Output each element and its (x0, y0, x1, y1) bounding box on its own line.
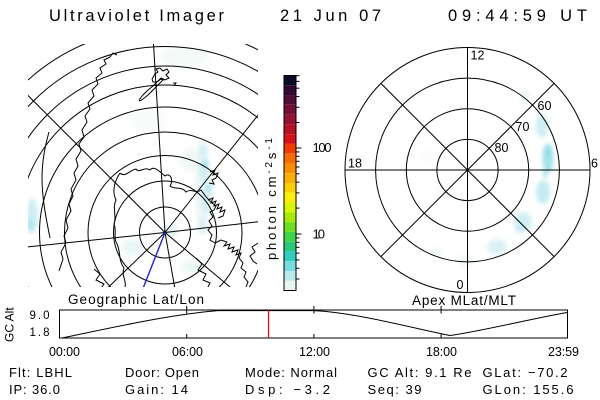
svg-text:6: 6 (591, 157, 598, 171)
svg-text:GC Alt: 9.1 Re: GC Alt: 9.1 Re (368, 365, 472, 380)
svg-text:Dsp: −3.2: Dsp: −3.2 (245, 382, 330, 397)
svg-text:23:59: 23:59 (548, 345, 579, 359)
svg-text:Geographic Lat/Lon: Geographic Lat/Lon (68, 292, 204, 307)
svg-text:00:00: 00:00 (49, 345, 80, 359)
svg-text:12: 12 (471, 49, 485, 63)
svg-text:Door: Open: Door: Open (125, 365, 199, 380)
svg-text:9.0: 9.0 (30, 310, 50, 322)
svg-text:60: 60 (538, 99, 552, 113)
svg-text:21 Jun 07: 21 Jun 07 (280, 7, 381, 25)
svg-text:10: 10 (313, 227, 326, 242)
svg-text:18:00: 18:00 (426, 345, 457, 359)
svg-text:12:00: 12:00 (299, 345, 330, 359)
svg-text:100: 100 (313, 140, 332, 155)
svg-text:GLon: 155.6: GLon: 155.6 (483, 382, 574, 397)
svg-text:80: 80 (495, 141, 509, 155)
svg-text:09:44:59 UT: 09:44:59 UT (448, 7, 587, 25)
svg-text:0: 0 (457, 278, 464, 292)
svg-text:Seq: 39: Seq: 39 (368, 382, 422, 397)
svg-text:1.8: 1.8 (30, 327, 50, 339)
svg-text:Mode: Normal: Mode: Normal (245, 365, 337, 380)
svg-text:GC Alt: GC Alt (3, 307, 17, 342)
svg-text:18: 18 (348, 157, 362, 171)
svg-text:GLat: −70.2: GLat: −70.2 (483, 365, 568, 380)
svg-text:Gain: 14: Gain: 14 (125, 382, 188, 397)
svg-text:Flt: LBHL: Flt: LBHL (9, 365, 72, 380)
svg-text:70: 70 (516, 120, 530, 134)
svg-text:06:00: 06:00 (172, 345, 203, 359)
svg-text:IP: 36.0: IP: 36.0 (9, 382, 60, 397)
svg-text:Apex MLat/MLT: Apex MLat/MLT (412, 293, 516, 308)
